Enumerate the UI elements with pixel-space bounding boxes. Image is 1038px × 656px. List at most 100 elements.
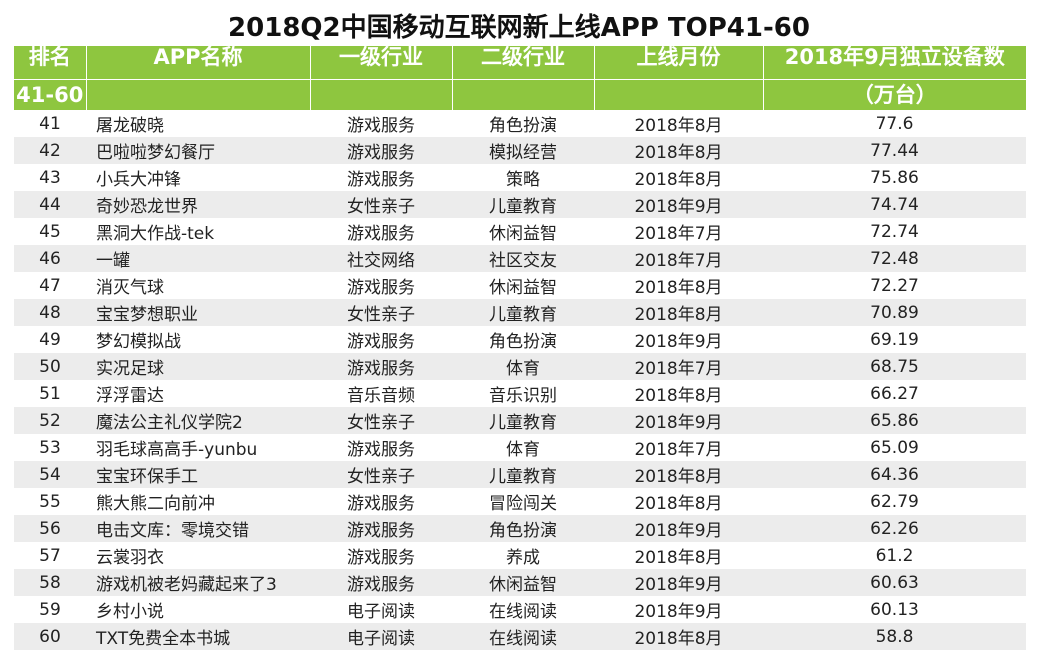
cell-industry2: 角色扮演 <box>452 326 594 353</box>
table-row: 43 小兵大冲锋 游戏服务 策略 2018年8月 75.86 <box>14 164 1026 191</box>
cell-industry1: 电子阅读 <box>310 596 452 623</box>
header-devices-unit: （万台） <box>763 79 1026 110</box>
cell-rank: 42 <box>14 137 86 164</box>
cell-launch-month: 2018年8月 <box>594 461 763 488</box>
cell-launch-month: 2018年9月 <box>594 596 763 623</box>
cell-app-name: 奇妙恐龙世界 <box>86 191 310 218</box>
cell-launch-month: 2018年9月 <box>594 326 763 353</box>
table-row: 52 魔法公主礼仪学院2 女性亲子 儿童教育 2018年9月 65.86 <box>14 407 1026 434</box>
cell-industry1: 女性亲子 <box>310 407 452 434</box>
cell-rank: 57 <box>14 542 86 569</box>
cell-industry2: 儿童教育 <box>452 407 594 434</box>
cell-industry2: 模拟经营 <box>452 137 594 164</box>
cell-launch-month: 2018年7月 <box>594 218 763 245</box>
table-row: 55 熊大熊二向前冲 游戏服务 冒险闯关 2018年8月 62.79 <box>14 488 1026 515</box>
cell-industry2: 冒险闯关 <box>452 488 594 515</box>
cell-app-name: 宝宝环保手工 <box>86 461 310 488</box>
cell-industry2: 角色扮演 <box>452 110 594 137</box>
cell-app-name: 消灭气球 <box>86 272 310 299</box>
cell-industry2: 儿童教育 <box>452 191 594 218</box>
page-title: 2018Q2中国移动互联网新上线APP TOP41-60 <box>228 13 810 43</box>
ranking-table: 排名 APP名称 一级行业 二级行业 上线月份 2018年9月独立设备数 41-… <box>14 46 1026 650</box>
cell-industry2: 儿童教育 <box>452 461 594 488</box>
cell-rank: 58 <box>14 569 86 596</box>
cell-devices: 60.13 <box>763 596 1026 623</box>
header-devices: 2018年9月独立设备数 <box>763 46 1026 80</box>
table-row: 47 消灭气球 游戏服务 休闲益智 2018年8月 72.27 <box>14 272 1026 299</box>
cell-industry2: 休闲益智 <box>452 272 594 299</box>
header-app-name: APP名称 <box>86 46 311 80</box>
cell-industry2: 休闲益智 <box>452 569 594 596</box>
cell-industry2: 体育 <box>452 434 594 461</box>
cell-app-name: 一罐 <box>86 245 310 272</box>
cell-industry1: 游戏服务 <box>310 137 452 164</box>
cell-app-name: 巴啦啦梦幻餐厅 <box>86 137 310 164</box>
cell-app-name: 电击文库：零境交错 <box>86 515 310 542</box>
cell-devices: 68.75 <box>763 353 1026 380</box>
cell-rank: 44 <box>14 191 86 218</box>
cell-rank: 50 <box>14 353 86 380</box>
cell-app-name: 魔法公主礼仪学院2 <box>86 407 310 434</box>
cell-rank: 51 <box>14 380 86 407</box>
cell-industry2: 在线阅读 <box>452 623 594 650</box>
cell-industry1: 电子阅读 <box>310 623 452 650</box>
cell-launch-month: 2018年7月 <box>594 245 763 272</box>
cell-industry1: 游戏服务 <box>310 515 452 542</box>
cell-devices: 69.19 <box>763 326 1026 353</box>
table-row: 57 云裳羽衣 游戏服务 养成 2018年8月 61.2 <box>14 542 1026 569</box>
cell-rank: 52 <box>14 407 86 434</box>
cell-launch-month: 2018年8月 <box>594 380 763 407</box>
cell-devices: 61.2 <box>763 542 1026 569</box>
table-row: 51 浮浮雷达 音乐音频 音乐识别 2018年8月 66.27 <box>14 380 1026 407</box>
cell-rank: 43 <box>14 164 86 191</box>
cell-app-name: 黑洞大作战-tek <box>86 218 310 245</box>
cell-launch-month: 2018年8月 <box>594 542 763 569</box>
cell-industry2: 体育 <box>452 353 594 380</box>
header-rank: 排名 <box>14 46 87 80</box>
cell-industry2: 在线阅读 <box>452 596 594 623</box>
cell-app-name: 浮浮雷达 <box>86 380 310 407</box>
cell-app-name: 羽毛球高高手-yunbu <box>86 434 310 461</box>
cell-industry2: 社区交友 <box>452 245 594 272</box>
header-industry1-blank <box>310 79 453 110</box>
header-industry1: 一级行业 <box>310 46 453 80</box>
cell-industry1: 游戏服务 <box>310 353 452 380</box>
cell-devices: 62.26 <box>763 515 1026 542</box>
table-row: 42 巴啦啦梦幻餐厅 游戏服务 模拟经营 2018年8月 77.44 <box>14 137 1026 164</box>
cell-launch-month: 2018年7月 <box>594 353 763 380</box>
header-app-name-blank <box>86 79 311 110</box>
cell-devices: 70.89 <box>763 299 1026 326</box>
table-row: 41 屠龙破晓 游戏服务 角色扮演 2018年8月 77.6 <box>14 110 1026 137</box>
cell-devices: 60.63 <box>763 569 1026 596</box>
cell-devices: 62.79 <box>763 488 1026 515</box>
cell-rank: 56 <box>14 515 86 542</box>
table-row: 56 电击文库：零境交错 游戏服务 角色扮演 2018年9月 62.26 <box>14 515 1026 542</box>
cell-app-name: TXT免费全本书城 <box>86 623 310 650</box>
table-row: 49 梦幻模拟战 游戏服务 角色扮演 2018年9月 69.19 <box>14 326 1026 353</box>
cell-launch-month: 2018年8月 <box>594 299 763 326</box>
cell-devices: 77.6 <box>763 110 1026 137</box>
cell-devices: 65.86 <box>763 407 1026 434</box>
cell-launch-month: 2018年9月 <box>594 569 763 596</box>
cell-industry1: 女性亲子 <box>310 191 452 218</box>
cell-industry1: 音乐音频 <box>310 380 452 407</box>
cell-app-name: 云裳羽衣 <box>86 542 310 569</box>
ranking-table-container: 排名 APP名称 一级行业 二级行业 上线月份 2018年9月独立设备数 41-… <box>14 46 1026 650</box>
cell-rank: 59 <box>14 596 86 623</box>
cell-industry1: 游戏服务 <box>310 434 452 461</box>
cell-app-name: 梦幻模拟战 <box>86 326 310 353</box>
cell-industry2: 儿童教育 <box>452 299 594 326</box>
cell-rank: 47 <box>14 272 86 299</box>
table-row: 59 乡村小说 电子阅读 在线阅读 2018年9月 60.13 <box>14 596 1026 623</box>
cell-industry1: 社交网络 <box>310 245 452 272</box>
table-row: 60 TXT免费全本书城 电子阅读 在线阅读 2018年8月 58.8 <box>14 623 1026 650</box>
cell-devices: 75.86 <box>763 164 1026 191</box>
table-row: 54 宝宝环保手工 女性亲子 儿童教育 2018年8月 64.36 <box>14 461 1026 488</box>
table-row: 48 宝宝梦想职业 女性亲子 儿童教育 2018年8月 70.89 <box>14 299 1026 326</box>
cell-launch-month: 2018年7月 <box>594 434 763 461</box>
cell-launch-month: 2018年9月 <box>594 515 763 542</box>
cell-devices: 72.27 <box>763 272 1026 299</box>
cell-launch-month: 2018年9月 <box>594 191 763 218</box>
table-row: 58 游戏机被老妈藏起来了3 游戏服务 休闲益智 2018年9月 60.63 <box>14 569 1026 596</box>
cell-devices: 77.44 <box>763 137 1026 164</box>
